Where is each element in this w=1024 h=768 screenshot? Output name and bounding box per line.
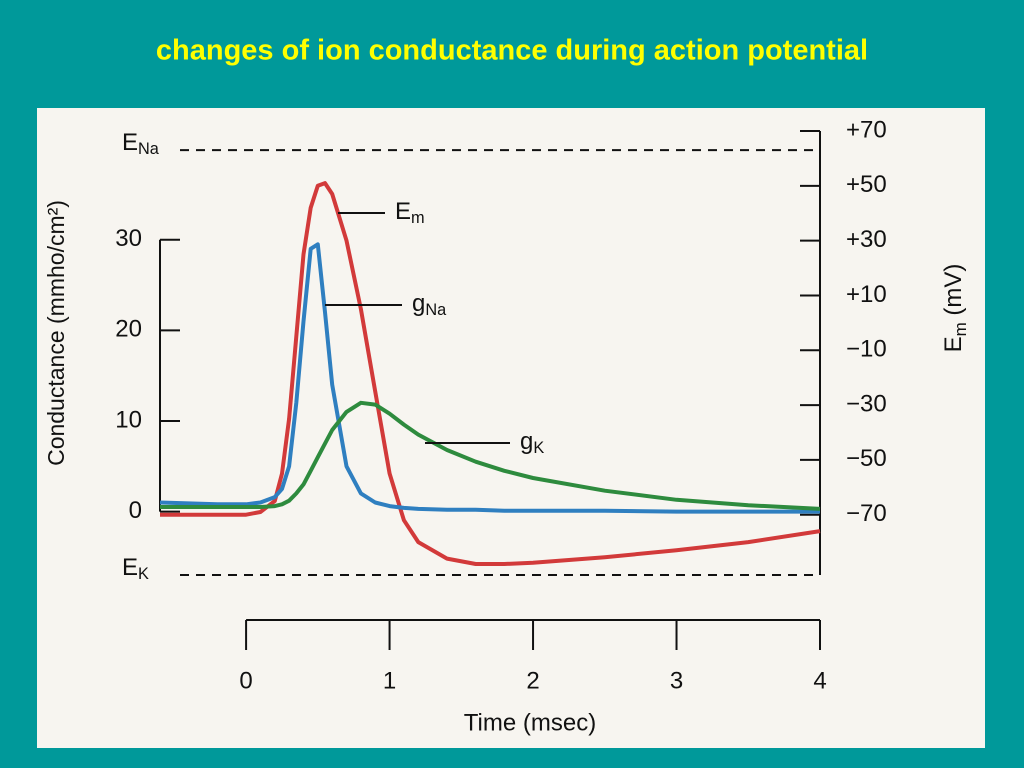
y2-axis-label-rest: (mV) [940,264,967,323]
y2-tick-label: +50 [846,171,887,198]
x-tick-label: 0 [239,667,252,694]
series-label-sub: K [533,439,544,457]
y-axis-label: Conductance (mmho/cm²) [43,200,69,466]
series-label-sub: m [411,209,425,227]
x-tick-label: 1 [383,667,396,694]
x-tick-label: 3 [670,667,683,694]
y-tick-label: 20 [115,316,142,343]
x-tick-label: 4 [813,667,826,694]
series-line [159,242,820,514]
series-line [160,400,821,511]
reference-label-sub: K [138,565,149,583]
y2-axis-label-main: E [940,336,967,352]
y2-tick-label: −10 [846,336,887,363]
y-tick-label: 10 [115,406,142,433]
series-label: Em [395,198,425,227]
series-label-main: g [520,428,533,455]
reference-label-sub: Na [138,140,160,158]
series-label: gK [520,428,544,457]
y2-tick-label: −30 [846,390,887,417]
y2-tick-label: +30 [846,226,887,253]
figure-background [37,108,985,748]
series-label: gNa [412,290,447,319]
reference-label-main: E [122,554,138,581]
y2-tick-label: +70 [846,116,887,143]
x-axis-label: Time (msec) [464,709,596,736]
x-tick-label: 2 [526,667,539,694]
y-tick-label: 0 [129,497,142,524]
series-label-sub: Na [425,301,447,319]
slide-title: changes of ion conductance during action… [156,35,868,67]
reference-label-main: E [122,130,138,157]
reference-label: EK [122,554,149,583]
y2-tick-label: −70 [846,500,887,527]
y-tick-label: 30 [115,225,142,252]
y2-tick-label: −50 [846,445,887,472]
series-label-main: g [412,290,425,317]
y2-axis-label: Em (mV) [940,264,970,353]
y2-tick-label: +10 [846,281,887,308]
reference-label: ENa [122,130,160,159]
series-label-main: E [395,198,411,225]
y2-axis-label-sub: m [951,322,970,336]
